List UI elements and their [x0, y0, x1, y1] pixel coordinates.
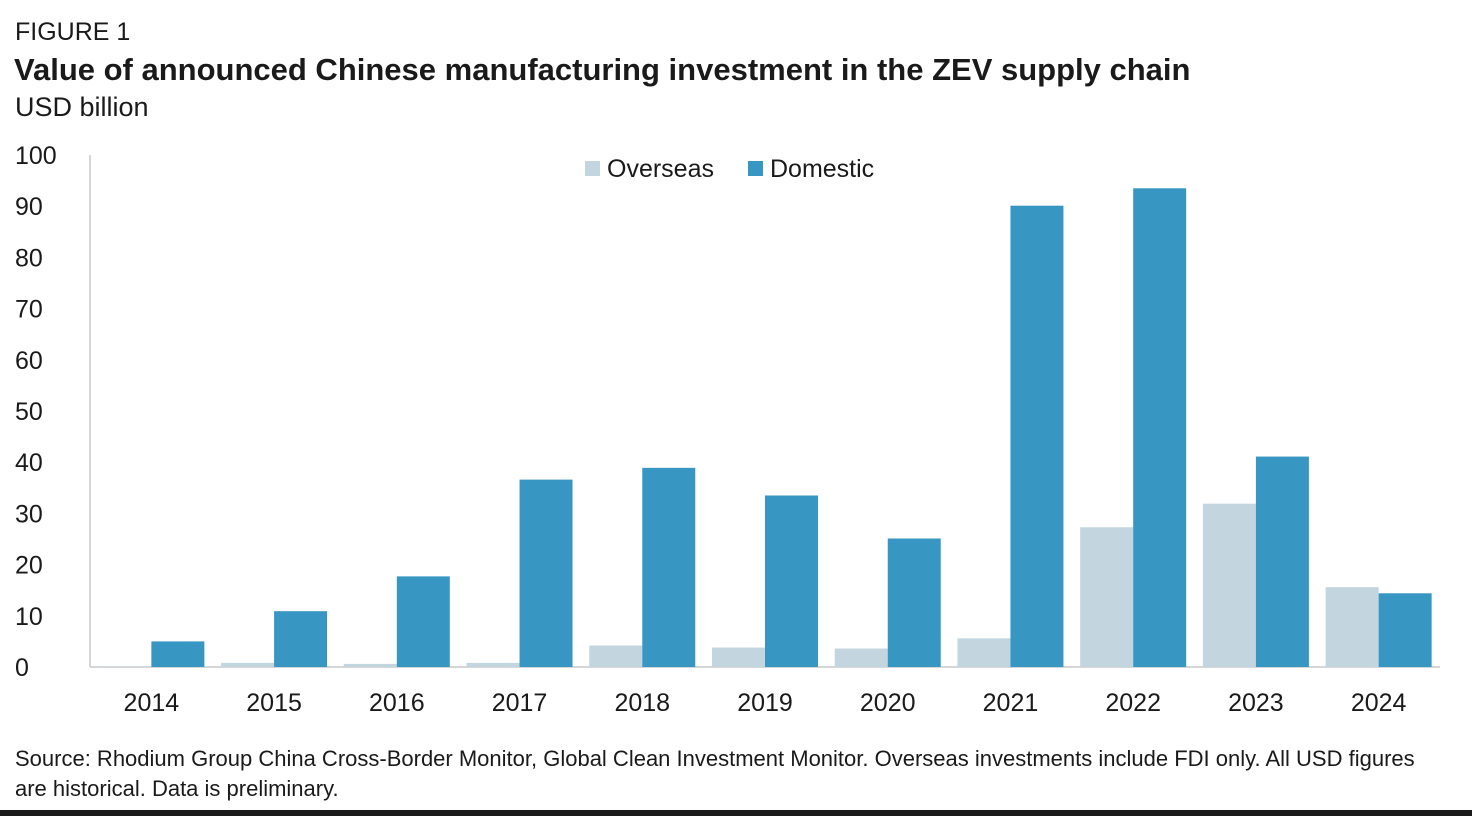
bar-overseas-2024	[1325, 587, 1379, 667]
y-axis: 0 10 20 30 40 50 60 70 80 90 100	[15, 142, 91, 682]
bars	[98, 188, 1432, 668]
bar-domestic-2020	[887, 538, 941, 667]
legend-swatch-overseas	[585, 161, 600, 176]
y-tick-label: 60	[15, 347, 43, 375]
legend-label-overseas: Overseas	[607, 155, 714, 183]
x-tick-label: 2020	[860, 689, 916, 717]
chart-title: Value of announced Chinese manufacturing…	[14, 52, 1191, 87]
bar-overseas-2022	[1080, 527, 1134, 667]
x-axis: 2014 2015 2016 2017 2018 2019 2020 2021 2022 2023…	[90, 666, 1440, 717]
y-tick-label: 20	[15, 552, 43, 580]
legend-label-domestic: Domestic	[770, 155, 874, 183]
y-tick-label: 90	[15, 193, 43, 221]
chart-subtitle: USD billion	[15, 92, 149, 122]
y-tick-label: 100	[15, 142, 57, 170]
y-tick-label: 10	[15, 603, 43, 631]
y-tick-label: 50	[15, 398, 43, 426]
bar-domestic-2015	[274, 611, 328, 667]
bar-overseas-2020	[834, 648, 888, 667]
bar-domestic-2014	[151, 641, 205, 667]
bottom-rule	[0, 810, 1472, 816]
x-tick-label: 2015	[246, 689, 302, 717]
x-tick-label: 2022	[1105, 689, 1161, 717]
bar-overseas-2023	[1202, 503, 1256, 667]
y-tick-label: 80	[15, 244, 43, 272]
bar-domestic-2022	[1133, 188, 1187, 667]
x-tick-label: 2014	[124, 689, 180, 717]
y-tick-label: 0	[15, 654, 29, 682]
figure-label: FIGURE 1	[15, 18, 131, 46]
source-note: Source: Rhodium Group China Cross-Border…	[15, 746, 1415, 801]
legend: Overseas Domestic	[585, 155, 874, 183]
bar-overseas-2016	[343, 663, 397, 667]
bar-overseas-2014	[98, 666, 152, 667]
bar-domestic-2016	[396, 576, 450, 667]
x-tick-label: 2017	[492, 689, 548, 717]
x-tick-label: 2024	[1351, 689, 1407, 717]
x-tick-label: 2021	[983, 689, 1039, 717]
bar-domestic-2021	[1010, 205, 1064, 668]
bar-overseas-2015	[221, 662, 275, 667]
bar-overseas-2017	[466, 662, 520, 667]
bar-domestic-2019	[765, 495, 818, 667]
y-tick-label: 30	[15, 500, 43, 528]
bar-domestic-2018	[642, 467, 696, 667]
x-tick-label: 2018	[614, 689, 670, 717]
bar-overseas-2018	[589, 645, 643, 667]
x-tick-label: 2019	[737, 689, 793, 717]
x-tick-label: 2016	[369, 689, 425, 717]
y-tick-label: 70	[15, 296, 43, 324]
bar-domestic-2017	[519, 479, 573, 667]
legend-swatch-domestic	[748, 161, 763, 176]
bar-domestic-2023	[1255, 456, 1309, 667]
bar-overseas-2019	[712, 647, 765, 667]
bar-overseas-2021	[957, 638, 1011, 667]
bar-domestic-2024	[1378, 593, 1432, 667]
x-tick-label: 2023	[1228, 689, 1284, 717]
y-tick-label: 40	[15, 449, 43, 477]
